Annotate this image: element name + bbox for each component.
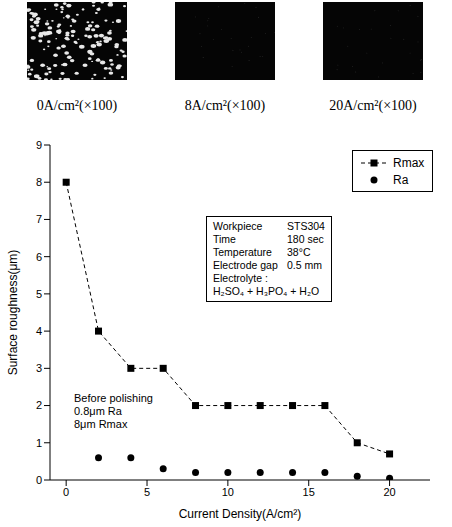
svg-text:5: 5 [144,486,150,498]
svg-text:20: 20 [383,486,395,498]
html-text:Temperature: Temperature [213,246,272,258]
svg-text:10: 10 [222,486,234,498]
html-text:8μm Rmax: 8μm Rmax [74,418,128,430]
svg-text:15: 15 [303,486,315,498]
html-text:20A/cm²(×100): 20A/cm²(×100) [329,98,417,113]
svg-text:3: 3 [36,362,42,374]
html-text:180 sec: 180 sec [287,233,324,245]
html-text:8A/cm²(×100): 8A/cm²(×100) [184,98,266,113]
svg-text:2: 2 [36,399,42,411]
html-text:Electrolyte :: Electrolyte : [213,272,268,284]
html-text:0.5 mm: 0.5 mm [287,259,322,271]
svg-text:5: 5 [36,288,42,300]
html-text:Workpiece: Workpiece [213,220,263,232]
html-text:STS304: STS304 [287,220,325,232]
svg-text:Current Density(A/cm²): Current Density(A/cm²) [179,507,302,521]
svg-text:6: 6 [36,251,42,263]
svg-text:Surface roughness(μm): Surface roughness(μm) [6,250,20,376]
html-text:38°C: 38°C [287,246,311,258]
svg-text:9: 9 [36,139,42,151]
svg-text:7: 7 [36,213,42,225]
svg-text:1: 1 [36,437,42,449]
svg-text:4: 4 [36,325,42,337]
svg-text:0: 0 [36,474,42,486]
html-text:Rmax: Rmax [393,155,425,170]
html-text:0A/cm²(×100): 0A/cm²(×100) [36,98,118,113]
html-text:Time: Time [213,233,236,245]
html-text:Electrode gap: Electrode gap [213,259,278,271]
html-text:Before polishing: Before polishing [74,392,153,404]
svg-text:0: 0 [63,486,69,498]
svg-text:8: 8 [36,176,42,188]
html-text:0.8μm Ra: 0.8μm Ra [74,405,122,417]
html-text:H₂SO₄ + H₃PO₄ + H₂O: H₂SO₄ + H₃PO₄ + H₂O [213,285,320,297]
html-text:Ra: Ra [393,172,409,187]
